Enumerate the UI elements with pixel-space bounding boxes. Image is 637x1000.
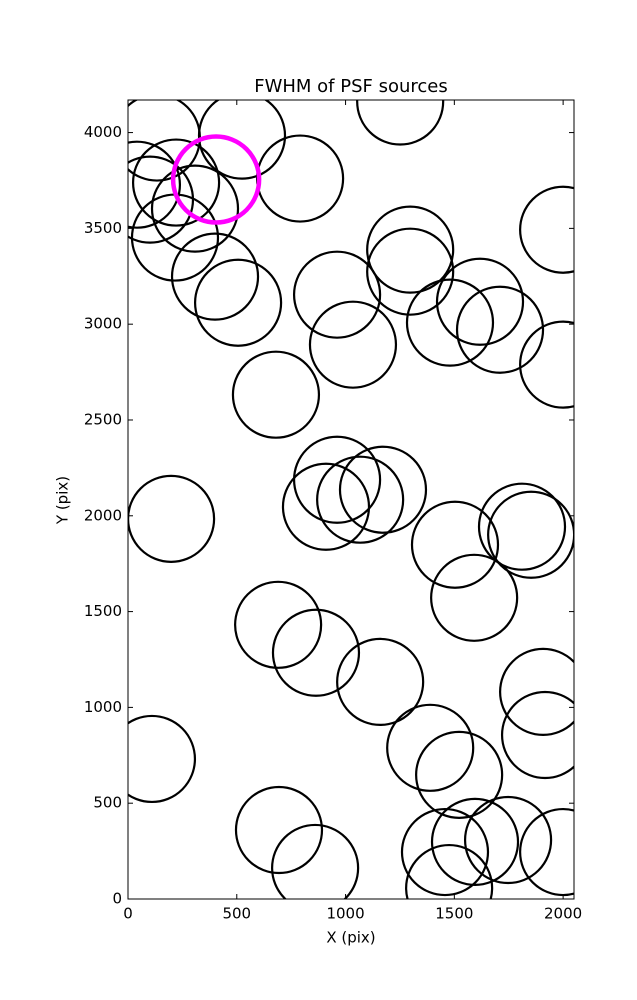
source-circle — [366, 205, 455, 294]
x-tick-label: 0 — [123, 905, 133, 923]
source-circle — [281, 462, 371, 551]
source-circle — [292, 435, 382, 524]
x-axis-label: X (pix) — [326, 929, 375, 947]
source-circle — [128, 155, 195, 244]
source-circle — [400, 807, 490, 897]
source-circle — [430, 553, 519, 642]
x-tick-label: 2000 — [544, 905, 582, 923]
y-tick-label: 500 — [93, 794, 122, 812]
source-circle — [271, 823, 360, 899]
source-circle — [435, 257, 525, 346]
source-circle — [150, 164, 240, 253]
source-circle — [405, 843, 494, 899]
source-circle — [271, 608, 361, 697]
source-circle — [292, 250, 382, 339]
source-circle — [234, 785, 324, 875]
source-circle — [193, 258, 283, 347]
y-tick-label: 1500 — [84, 602, 122, 620]
plot-area — [128, 100, 574, 899]
source-circle — [128, 714, 197, 804]
source-circle — [499, 647, 574, 736]
source-circle — [308, 300, 398, 389]
y-tick-label: 0 — [112, 890, 122, 908]
source-circle — [170, 134, 262, 225]
y-tick-label: 3000 — [84, 315, 122, 333]
source-circle — [500, 690, 574, 780]
axes-frame — [127, 99, 575, 900]
source-circle — [231, 350, 321, 439]
source-circle — [356, 100, 445, 146]
y-tick-label: 3500 — [84, 219, 122, 237]
source-circle — [430, 797, 520, 887]
chart-title: FWHM of PSF sources — [254, 76, 448, 97]
y-tick-label: 2000 — [84, 506, 122, 524]
source-circle — [487, 490, 574, 579]
source-circle — [519, 807, 574, 897]
y-axis-label: Y (pix) — [54, 476, 72, 525]
source-circle — [130, 193, 220, 282]
source-circle — [405, 278, 495, 367]
source-circle — [197, 100, 287, 180]
source-circle — [234, 580, 323, 669]
x-tick-label: 1000 — [326, 905, 364, 923]
x-tick-label: 500 — [222, 905, 251, 923]
source-circle — [338, 445, 428, 534]
x-tick-label: 1500 — [435, 905, 473, 923]
source-circle — [463, 795, 553, 885]
y-tick-label: 4000 — [84, 123, 122, 141]
source-circle — [336, 637, 425, 727]
source-circle — [255, 134, 345, 223]
source-circle — [386, 703, 475, 792]
source-circle — [128, 140, 182, 229]
source-circle — [366, 227, 455, 316]
source-circle — [128, 474, 216, 563]
source-circle — [455, 285, 545, 374]
source-circle — [170, 232, 260, 321]
y-tick-label: 2500 — [84, 410, 122, 428]
source-circle — [410, 500, 500, 589]
source-circle — [519, 320, 574, 409]
source-circle — [131, 138, 221, 227]
source-circle — [415, 730, 504, 819]
source-circle — [477, 482, 567, 571]
source-circle — [316, 455, 405, 544]
y-tick-label: 1000 — [84, 698, 122, 716]
source-circle — [519, 185, 574, 274]
source-circle — [128, 100, 202, 182]
